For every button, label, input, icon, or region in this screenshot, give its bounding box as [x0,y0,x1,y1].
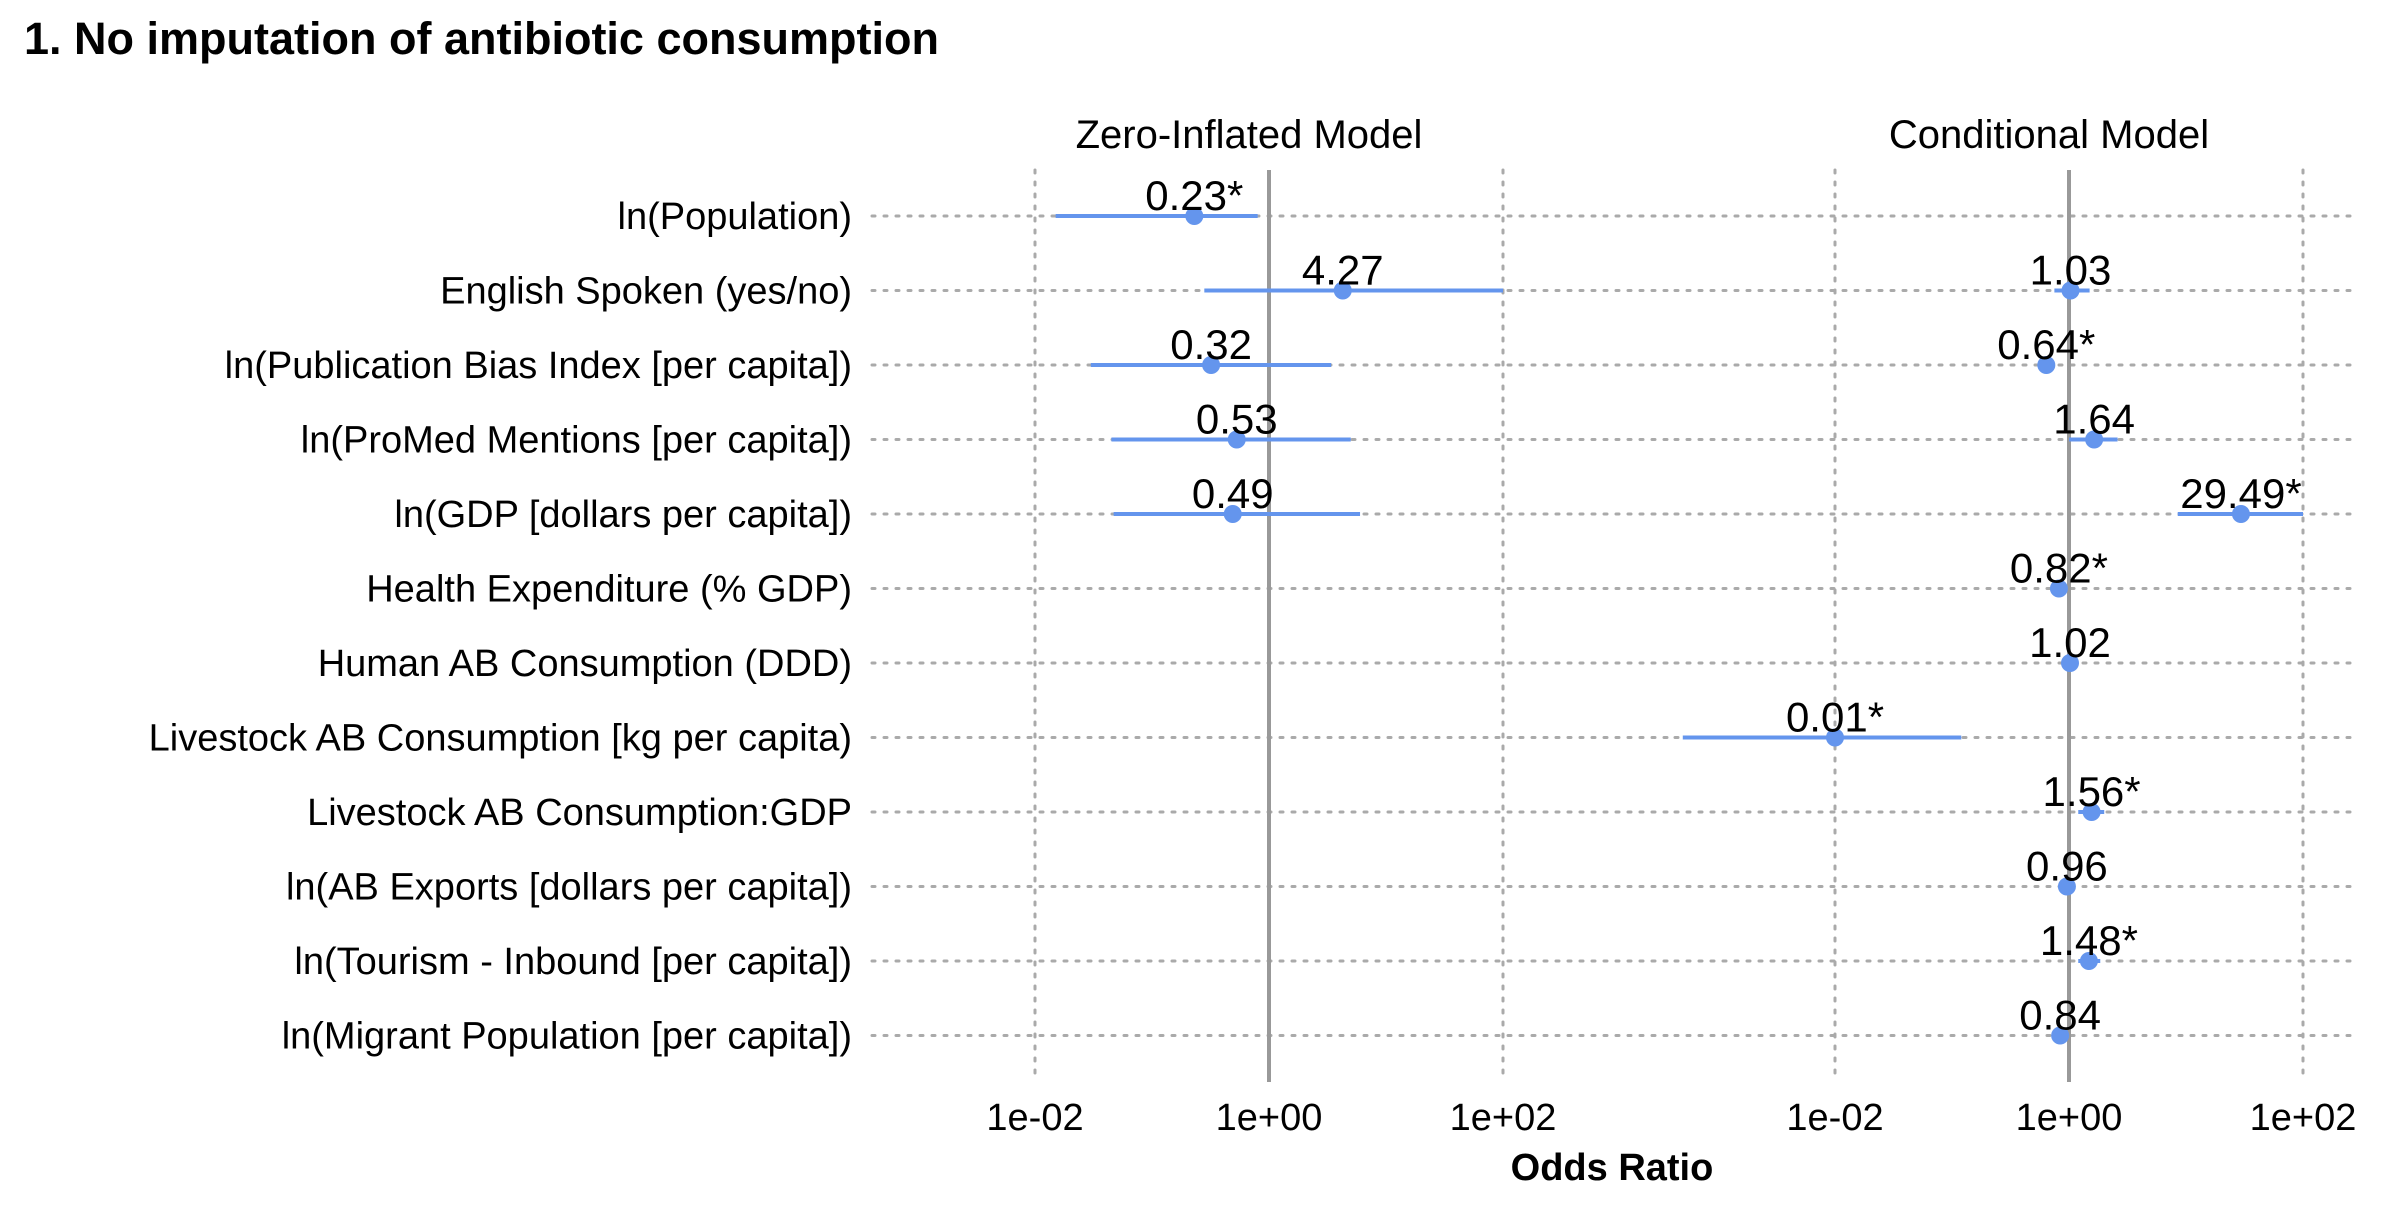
estimate-label: 0.32 [1170,321,1252,368]
estimate-point [1333,281,1352,300]
x-tick-label: 1e-02 [986,1097,1083,1139]
estimate-point [2051,1026,2070,1045]
x-tick-label: 1e+02 [1450,1097,1557,1139]
estimate-label: 0.82* [2010,545,2108,592]
estimate-point [2057,877,2076,896]
row-labels: ln(Population) English Spoken (yes/no) ln(… [149,196,852,1058]
estimate-point [1185,207,1204,225]
x-axis-title: Odds Ratio [1511,1147,1714,1189]
panel-title: Zero-Inflated Model [1076,113,1423,157]
panel-1: Zero-Inflated Model 1e-02 1e+00 1e+02 0.23* 4… [870,113,1672,1139]
row-label: ln(Tourism - Inbound [per capita]) [294,941,852,983]
estimate-point [1202,356,1221,374]
x-tick-label: 1e+00 [1216,1097,1323,1139]
estimate-label: 0.23* [1145,172,1243,219]
row-label: ln(Publication Bias Index [per capita]) [225,345,852,387]
estimate-label: 4.27 [1302,247,1384,294]
row-label: ln(AB Exports [dollars per capita]) [286,867,852,909]
x-tick-label: 1e-02 [1786,1097,1883,1139]
x-tick-label: 1e+02 [2250,1097,2357,1139]
row-label: ln(ProMed Mentions [per capita]) [301,420,852,462]
estimate-point [2079,952,2098,970]
row-label: Human AB Consumption (DDD) [318,643,852,685]
estimate-label: 1.64 [2053,396,2135,443]
row-label: Livestock AB Consumption:GDP [307,792,852,834]
estimate-label: 0.84 [2019,992,2101,1039]
estimate-point [2049,579,2068,598]
estimate-point [1223,505,1242,523]
estimate-label: 0.01* [1786,694,1884,741]
estimate-label: 0.64* [1997,321,2095,368]
estimate-label: 0.49 [1192,470,1274,517]
row-label: Health Expenditure (% GDP) [366,569,852,611]
row-label: English Spoken (yes/no) [440,271,852,313]
row-label: ln(GDP [dollars per capita]) [394,494,852,536]
estimate-label: 1.48* [2040,917,2138,964]
row-label: Livestock AB Consumption [kg per capita) [149,718,852,760]
estimate-point [1227,430,1246,449]
estimate-point [2061,654,2080,672]
estimate-label: 1.02 [2029,619,2111,666]
estimate-point [2231,505,2250,523]
panel-2: Conditional Model 1e-02 1e+00 1e+02 1.03 0.64… [1673,113,2357,1139]
row-label: ln(Migrant Population [per capita]) [282,1016,852,1058]
estimate-point [1826,728,1844,747]
estimate-point [2085,430,2104,449]
panels: Zero-Inflated Model 1e-02 1e+00 1e+02 0.23* 4… [870,113,2357,1139]
row-label: ln(Population) [618,196,852,238]
x-tick-label: 1e+00 [2016,1097,2123,1139]
estimate-label: 0.53 [1196,396,1278,443]
estimate-point [2061,281,2080,300]
estimate-label: 1.03 [2030,247,2112,294]
estimate-label: 29.49* [2180,470,2301,517]
estimate-label: 0.96 [2026,843,2108,890]
panel-title: Conditional Model [1889,113,2209,157]
estimate-point [2082,803,2101,821]
estimate-label: 1.56* [2043,768,2141,815]
estimate-point [2037,356,2056,374]
chart-title: 1. No imputation of antibiotic consumpti… [24,13,939,64]
